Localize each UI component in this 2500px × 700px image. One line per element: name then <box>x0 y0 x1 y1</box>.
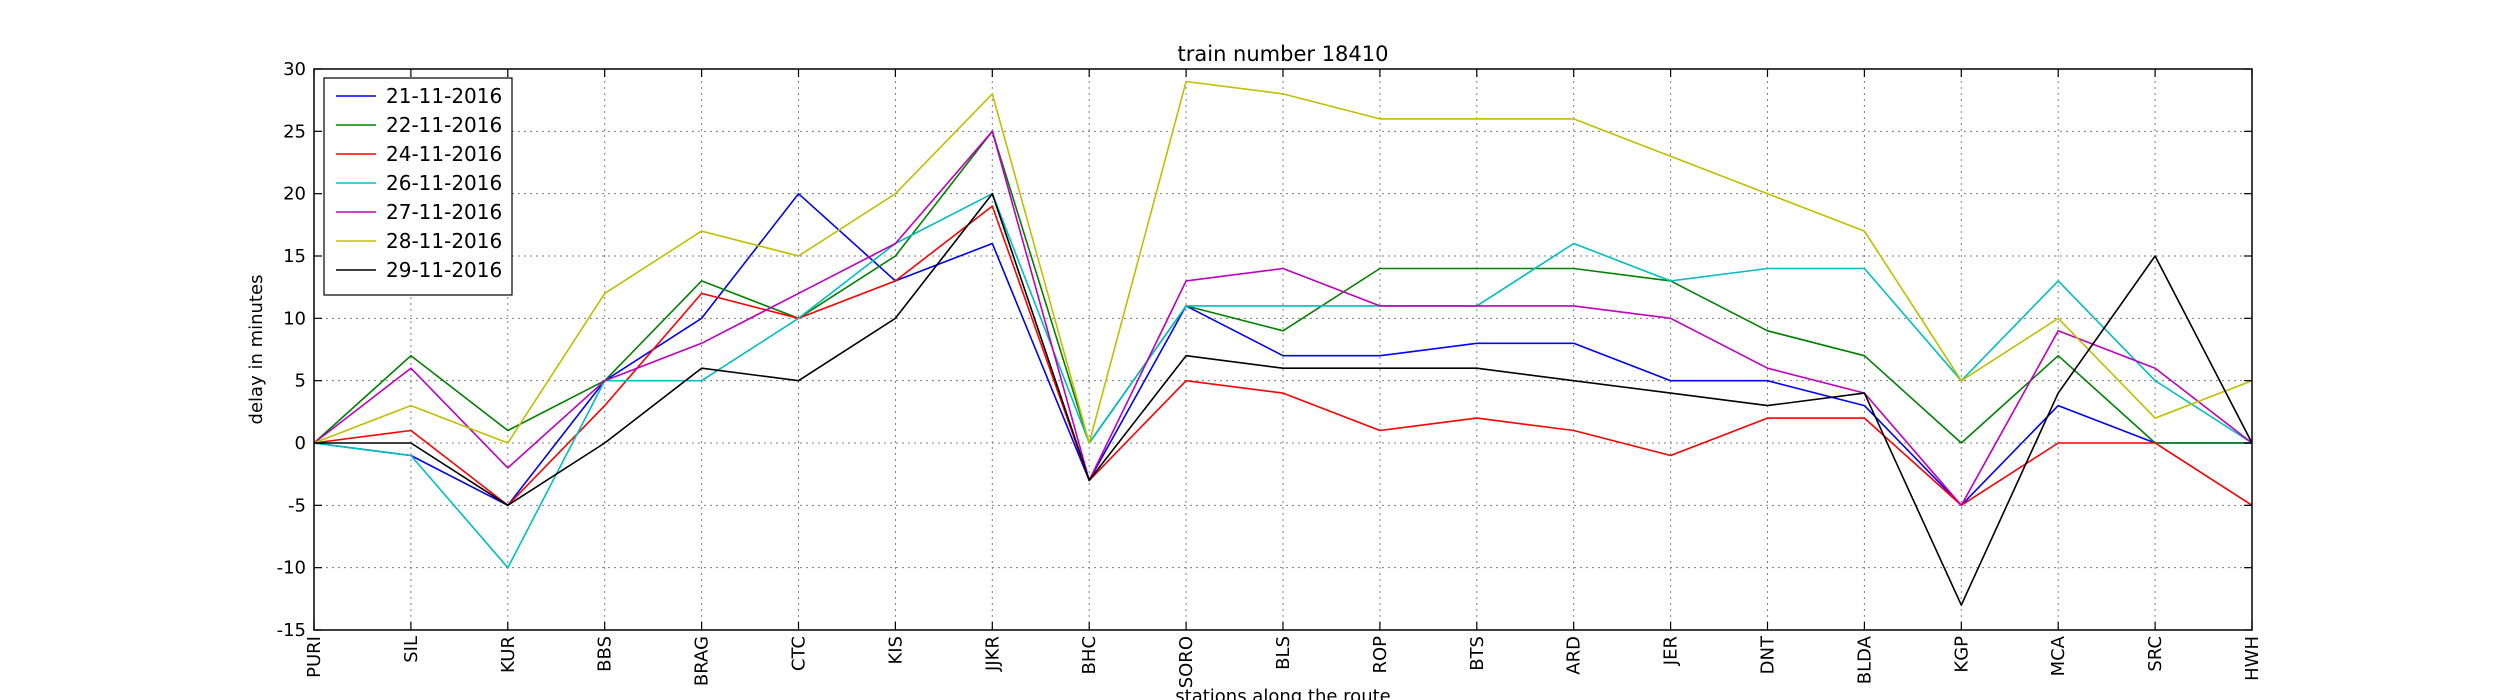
y-tick-label: 0 <box>295 433 306 454</box>
x-tick-label: DNT <box>1758 635 1779 674</box>
y-tick-label: -5 <box>288 495 306 516</box>
x-tick-label: KIS <box>885 636 906 665</box>
x-tick-label: CTC <box>789 636 810 671</box>
x-tick-label: SRC <box>2145 636 2166 672</box>
x-tick-label: KUR <box>498 636 519 673</box>
legend-label: 29-11-2016 <box>386 258 502 282</box>
y-tick-label: 15 <box>283 246 306 267</box>
x-tick-label: ARD <box>1564 636 1585 675</box>
y-tick-label: 30 <box>283 59 306 80</box>
legend: 21-11-2016 22-11-2016 24-11-2016 26-11-2016… <box>323 77 513 296</box>
legend-label: 21-11-2016 <box>386 84 502 108</box>
legend-box <box>323 77 513 296</box>
series-line-27-11-2016 <box>313 130 2253 507</box>
chart-title: train number 18410 <box>1178 42 1389 66</box>
x-tick-label: BTS <box>1467 636 1488 671</box>
x-tick-label: KGP <box>1951 636 1972 673</box>
y-axis-title: delay in minutes <box>246 275 267 425</box>
x-tick-label: BRAG <box>692 636 713 686</box>
x-tick-label: SIL <box>401 636 422 663</box>
x-tick-label: JJKR <box>982 636 1003 672</box>
x-tick-label: SORO <box>1176 636 1197 688</box>
legend-label: 26-11-2016 <box>386 171 502 195</box>
legend-label: 24-11-2016 <box>386 142 502 166</box>
series-line-21-11-2016 <box>313 192 2252 507</box>
x-tick-label: MCA <box>2048 635 2069 676</box>
x-tick-label: BBS <box>595 636 616 672</box>
x-tick-label: JER <box>1661 636 1682 666</box>
legend-label: 27-11-2016 <box>386 200 502 224</box>
series-line-22-11-2016 <box>313 130 2252 444</box>
y-tick-label: -15 <box>277 620 306 641</box>
y-tick-label: 10 <box>283 308 306 329</box>
x-tick-label: BLDA <box>1854 635 1875 684</box>
grid <box>313 68 2253 631</box>
y-tick-label: -10 <box>277 558 306 579</box>
x-tick-label: ROP <box>1370 636 1391 674</box>
y-tick-label: 5 <box>295 371 306 392</box>
x-tick-label: PURI <box>304 636 325 678</box>
legend-label: 28-11-2016 <box>386 229 502 253</box>
x-tick-label: BLS <box>1273 636 1294 670</box>
series-line-29-11-2016 <box>314 192 2253 606</box>
x-axis-title: stations along the route <box>1175 686 1390 700</box>
legend-label: 22-11-2016 <box>386 113 502 137</box>
series-lines <box>313 80 2253 606</box>
x-tick-label: HWH <box>2242 636 2263 681</box>
x-tick-label: BHC <box>1079 636 1100 674</box>
y-tick-label: 25 <box>283 121 306 142</box>
series-line-26-11-2016 <box>313 192 2253 569</box>
axis-ticks: -15 -10 -5 0 5 10 15 20 25 30 PURI SIL KUR BBS BRAG CTC… <box>277 59 2263 688</box>
y-tick-label: 20 <box>283 184 306 205</box>
series-line-28-11-2016 <box>313 80 2253 444</box>
